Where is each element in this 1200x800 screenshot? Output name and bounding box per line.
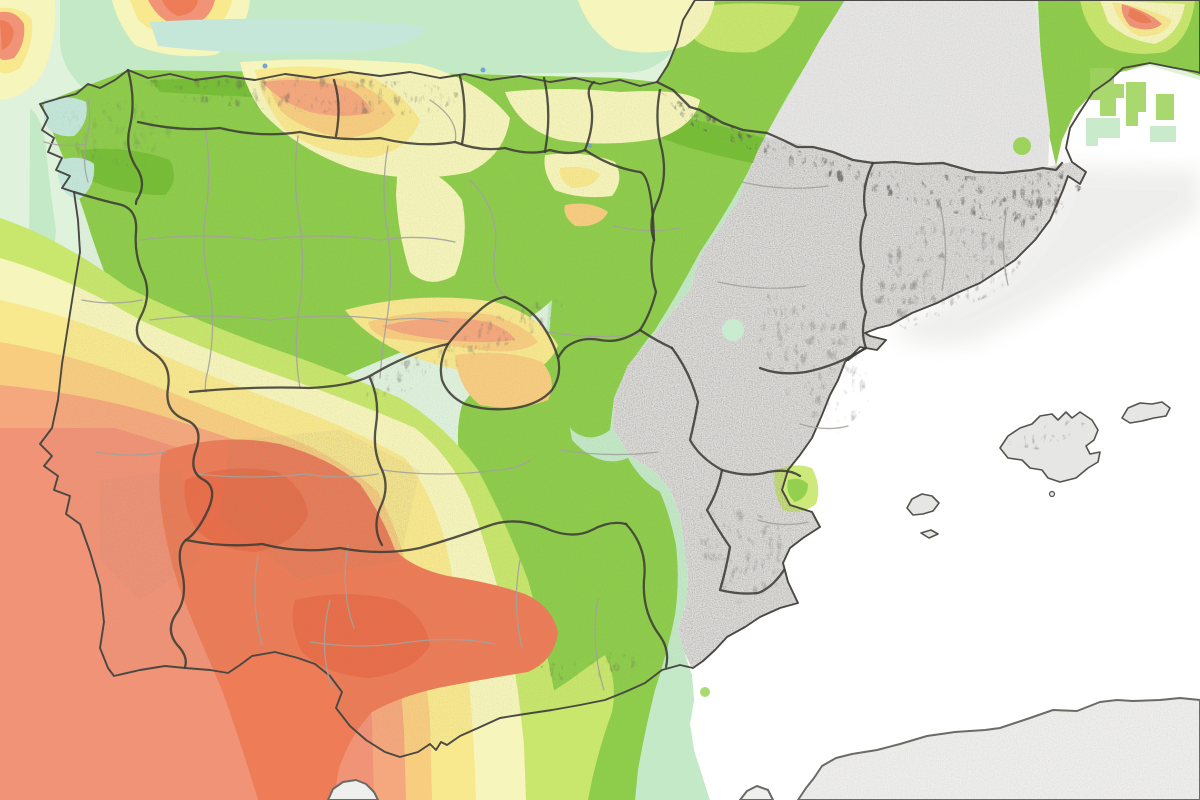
dot-river-mouth-2 <box>480 67 486 73</box>
patch-sea-strip-3 <box>1156 94 1174 120</box>
province-galicia-v <box>83 97 91 183</box>
border-clm-murcia <box>720 468 802 478</box>
province-andalucia-h <box>309 638 496 647</box>
dot-island-cabrera <box>1048 490 1056 498</box>
island-formentera <box>920 529 939 539</box>
province-huesca-zaragoza <box>741 181 829 189</box>
coastline-iberia-france <box>39 0 1200 758</box>
island-ibiza <box>906 493 940 516</box>
province-valencia-alicante <box>757 519 809 526</box>
province-basque-small <box>429 99 457 143</box>
band-teal-biscay-strip <box>150 18 425 54</box>
province-cordoba-w <box>344 544 355 629</box>
layer-province-borders <box>43 97 1009 691</box>
province-huelva-sevilla <box>254 555 263 646</box>
texture-africa <box>798 698 1200 800</box>
province-sevilla-cadiz <box>323 599 333 689</box>
border-cyl-east <box>638 238 658 332</box>
border-cantabria-basque <box>458 74 466 146</box>
layer-coastlines <box>39 0 1200 758</box>
border-teruel-castellon <box>758 346 868 375</box>
dot-green-france-border <box>1013 137 1031 155</box>
border-andalucia-murcia <box>624 522 669 669</box>
border-extremadura-east <box>368 376 387 547</box>
border-rioja-south <box>583 148 656 242</box>
border-portugal-spain <box>72 190 214 669</box>
border-france-spain <box>655 80 1064 175</box>
province-toledo-cr <box>381 459 531 475</box>
province-galicia-h <box>43 141 87 147</box>
border-galicia-east <box>126 68 144 206</box>
patch-sea-strip-2 <box>1126 82 1146 126</box>
texture-alentejo-dots <box>100 470 200 600</box>
border-madrid-ring <box>439 295 561 411</box>
province-cyl-h-north <box>139 235 456 243</box>
texture-extremadura-dots <box>220 430 420 580</box>
province-zaragoza-teruel <box>717 281 807 289</box>
africa-tangier <box>327 779 379 800</box>
band-red-nw-corner-a <box>0 20 14 50</box>
dot-river-mouth-1 <box>262 63 268 69</box>
province-cuenca-albacete <box>559 449 659 456</box>
border-cyl-south <box>188 342 450 394</box>
patch-gandia-core <box>787 478 808 502</box>
border-navarra-east <box>650 88 666 242</box>
band-red-nw-corner-b <box>162 0 198 16</box>
province-lleida-barcelona <box>939 204 947 291</box>
dot-green-alboran <box>700 687 710 697</box>
province-portugal-n <box>81 299 143 304</box>
province-portugal-s <box>95 451 167 456</box>
province-palencia-valladolid <box>294 135 304 389</box>
layer-regional-borders <box>72 68 1064 669</box>
province-cyl-h-south <box>149 315 449 323</box>
province-rioja-zaragoza <box>613 225 681 232</box>
border-valencia-west <box>670 346 786 595</box>
border-asturias-cantabria <box>332 78 340 138</box>
province-granada-almeria <box>594 597 605 691</box>
province-castellon-valencia <box>799 423 849 430</box>
patch-sea-strip-mint-1 <box>1086 118 1120 146</box>
texture-teruel <box>758 292 878 438</box>
texture-mallorca-ridge <box>1004 417 1094 450</box>
border-cantabrian-south <box>136 120 587 155</box>
texture-sierra-nevada <box>540 650 650 680</box>
province-burgos-rioja <box>469 179 506 297</box>
border-andalucia-north <box>184 520 628 554</box>
africa-ceuta <box>739 785 774 800</box>
border-navarra-west <box>583 80 596 152</box>
texture-cantabrica <box>140 74 468 116</box>
province-caceres-badajoz <box>195 473 379 478</box>
border-aragon-clm <box>638 328 674 350</box>
dot-river-navarra <box>588 144 592 148</box>
border-cyl-guadalajara <box>556 328 642 360</box>
texture-nodata-france <box>765 0 1050 173</box>
province-leon-zamora <box>203 127 214 393</box>
island-menorca <box>1121 401 1171 424</box>
province-girona-barcelona <box>1002 214 1009 286</box>
texture-pyrenees <box>660 92 1082 232</box>
layer-dots <box>262 63 1056 697</box>
texture-catalonia-ranges <box>872 215 1035 330</box>
texture-sistema-central <box>348 296 566 400</box>
border-basque-east <box>542 76 550 154</box>
province-jaen-granada <box>515 559 523 649</box>
province-burgos-soria <box>379 145 392 379</box>
dot-mint-aragon <box>722 319 744 341</box>
patch-sea-strip-mint-2 <box>1150 126 1176 142</box>
